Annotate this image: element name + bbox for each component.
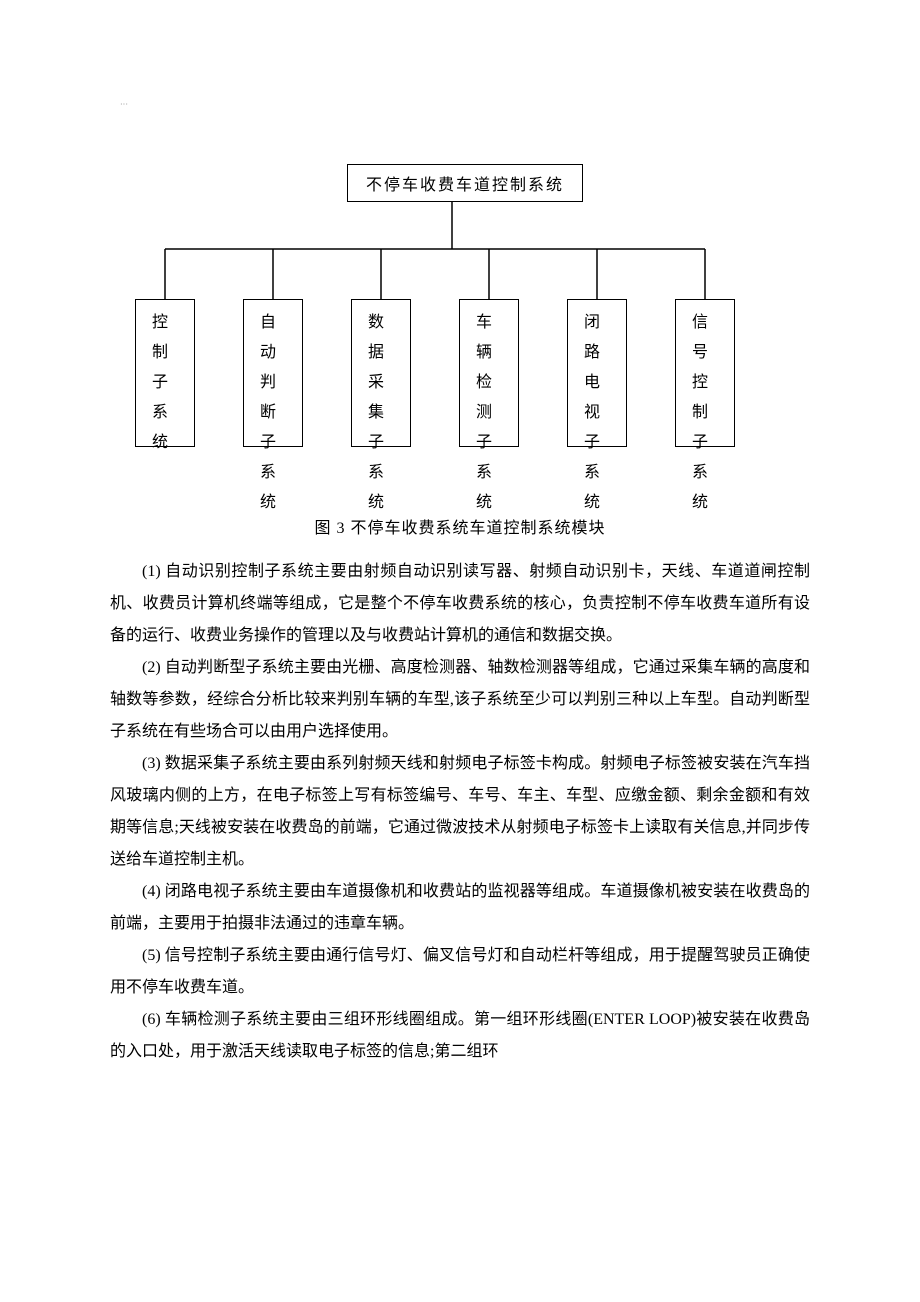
diagram-root-node: 不停车收费车道控制系统 — [347, 164, 583, 202]
diagram-node-3: 车辆检测子系统 — [459, 299, 519, 447]
paragraph-4: (4) 闭路电视子系统主要由车道摄像机和收费站的监视器等组成。车道摄像机被安装在… — [110, 876, 810, 940]
diagram-node-4: 闭路电视子系统 — [567, 299, 627, 447]
hierarchy-diagram: 不停车收费车道控制系统 控制子系统 自动判断子系统 数据采集子系统 车辆检测子系… — [110, 134, 810, 464]
paragraph-5: (5) 信号控制子系统主要由通行信号灯、偏叉信号灯和自动栏杆等组成，用于提醒驾驶… — [110, 940, 810, 1004]
diagram-node-2: 数据采集子系统 — [351, 299, 411, 447]
paragraph-2: (2) 自动判断型子系统主要由光栅、高度检测器、轴数检测器等组成，它通过采集车辆… — [110, 652, 810, 748]
diagram-node-0: 控制子系统 — [135, 299, 195, 447]
paragraph-3: (3) 数据采集子系统主要由系列射频天线和射频电子标签卡构成。射频电子标签被安装… — [110, 748, 810, 876]
paragraph-6: (6) 车辆检测子系统主要由三组环形线圈组成。第一组环形线圈(ENTER LOO… — [110, 1004, 810, 1068]
paragraph-1: (1) 自动识别控制子系统主要由射频自动识别读写器、射频自动识别卡，天线、车道道… — [110, 556, 810, 652]
document-page: ··· 不停车收费车道控制系统 控制子系统 自动判断子系统 数据采集子系统 车辆… — [0, 0, 920, 1128]
diagram-node-5: 信号控制子系统 — [675, 299, 735, 447]
diagram-node-1: 自动判断子系统 — [243, 299, 303, 447]
page-header-marks: ··· — [120, 100, 810, 109]
